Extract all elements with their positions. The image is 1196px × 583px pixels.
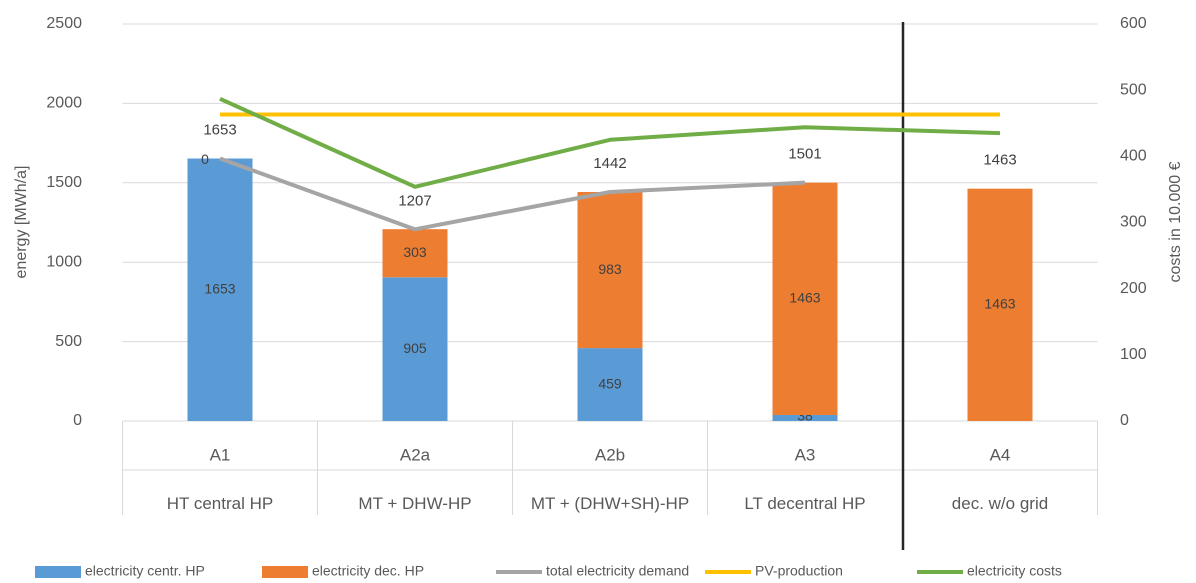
- bar: [382, 277, 448, 421]
- total-label: 1653: [203, 121, 236, 138]
- bar: [772, 414, 838, 421]
- category-name: MT + DHW-HP: [358, 494, 472, 513]
- data-label: 905: [403, 340, 427, 356]
- data-label: 459: [598, 375, 622, 391]
- data-label: 0: [201, 151, 209, 167]
- y2-tick-label: 500: [1120, 81, 1147, 98]
- y2-tick-label: 600: [1120, 15, 1147, 32]
- y-tick-label: 1000: [46, 253, 82, 270]
- legend-label: electricity centr. HP: [85, 563, 205, 579]
- y2-axis-label: costs in 10.000 €: [1167, 161, 1184, 282]
- x-tick-label: A4: [990, 445, 1011, 464]
- data-label: 983: [598, 261, 622, 277]
- y-tick-label: 500: [55, 333, 82, 350]
- legend-label: total electricity demand: [546, 563, 689, 579]
- legend-swatch: [35, 566, 81, 578]
- line: [219, 96, 1001, 189]
- y-tick-label: 2000: [46, 95, 82, 112]
- y2-tick-label: 0: [1120, 412, 1129, 429]
- bar: [967, 188, 1033, 421]
- y-axis-label: energy [MWh/a]: [13, 166, 30, 279]
- bar: [382, 229, 448, 278]
- y2-tick-label: 300: [1120, 214, 1147, 231]
- x-tick-label: A2a: [400, 445, 431, 464]
- category-name: HT central HP: [166, 494, 274, 513]
- x-tick-label: A1: [210, 445, 231, 464]
- legend-label: electricity dec. HP: [312, 563, 424, 579]
- legend-label: PV-production: [755, 563, 843, 579]
- data-label: 303: [403, 244, 427, 260]
- bar: [577, 192, 643, 349]
- bar: [772, 182, 838, 415]
- bar: [187, 158, 253, 421]
- x-tick-label: A3: [795, 445, 816, 464]
- legend-swatch: [262, 566, 308, 578]
- data-label: 1463: [789, 290, 820, 306]
- x-tick-label: A2b: [595, 445, 625, 464]
- total-label: 1501: [788, 146, 821, 163]
- legend-label: electricity costs: [967, 563, 1062, 579]
- total-label: 1463: [983, 152, 1016, 169]
- data-label: 1653: [204, 280, 235, 296]
- y-tick-label: 1500: [46, 174, 82, 191]
- total-label: 1207: [398, 192, 431, 209]
- total-label: 1442: [593, 155, 626, 172]
- data-label: 1463: [984, 296, 1015, 312]
- category-name: dec. w/o grid: [951, 494, 1049, 513]
- category-name: LT decentral HP: [744, 494, 866, 513]
- y-tick-label: 0: [73, 412, 82, 429]
- bar: [577, 348, 643, 421]
- y2-tick-label: 100: [1120, 346, 1147, 363]
- category-name: MT + (DHW+SH)-HP: [530, 494, 690, 513]
- y-tick-label: 2500: [46, 15, 82, 32]
- line: [219, 156, 806, 232]
- y2-tick-label: 200: [1120, 280, 1147, 297]
- y2-tick-label: 400: [1120, 148, 1147, 165]
